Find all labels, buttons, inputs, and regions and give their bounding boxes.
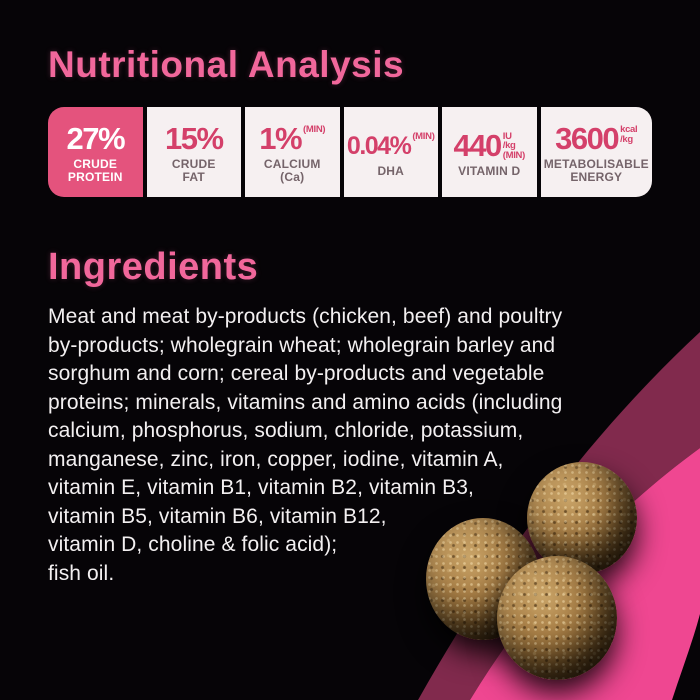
stat-label: METABOLISABLE ENERGY [543,157,649,184]
ingredients-line: fish oil. [48,561,115,585]
ingredients-line: Meat and meat by-products (chicken, beef… [48,305,563,328]
stat-value: 3600 [555,121,619,156]
ingredients-line: proteins; minerals, vitamins and amino a… [48,390,563,414]
ingredients-line: vitamin E, vitamin B1, vitamin B2, vitam… [48,476,474,499]
stat-value: 1% [259,121,302,156]
ingredients-title: Ingredients [48,246,259,288]
stat-box-dha: 0.04% (MIN) DHA [343,107,438,197]
stat-box-metabolisable-energy: 3600 kcal /kg METABOLISABLE ENERGY [540,107,653,197]
stat-unit: kcal /kg [620,124,638,145]
stat-label: CALCIUM (Ca) [263,157,321,184]
stat-label: CRUDE PROTEIN [67,157,123,184]
ingredients-line: manganese, zinc, iron, copper, iodine, v… [48,447,504,471]
ingredients-line: vitamin B5, vitamin B6, vitamin B12, [48,504,387,528]
stat-box-crude-protein: 27% CRUDE PROTEIN [48,107,143,197]
stat-box-crude-fat: 15% CRUDE FAT [146,107,241,197]
stat-label: CRUDE FAT [171,157,216,184]
stat-value: 15% [164,121,224,156]
ingredients-line: by-products; wholegrain wheat; wholegrai… [48,333,556,357]
stat-value: 0.04% [346,131,412,160]
stat-unit: (MIN) [412,130,435,142]
ingredients-line: vitamin D, choline & folic acid); [48,533,338,556]
kibble-ball-bottom [497,556,617,680]
stat-label: DHA [377,163,405,178]
ingredients-line: calcium, phosphorus, sodium, chloride, p… [48,419,524,442]
stat-unit: (MIN) [303,124,326,135]
nutritional-analysis-title: Nutritional Analysis [48,44,405,85]
stat-box-calcium: 1% (MIN) CALCIUM (Ca) [245,107,340,197]
stat-box-vitamin-d: 440 IU /kg (MIN) VITAMIN D [442,107,537,197]
stat-label: VITAMIN D [458,163,521,178]
stat-value: 440 [453,127,503,163]
nutritional-stat-row: 27% CRUDE PROTEIN 15% CRUDE FAT 1% (MIN) [48,107,653,197]
ingredients-line: sorghum and corn; cereal by-products and… [48,362,545,385]
stat-unit: IU /kg (MIN) [502,130,526,161]
ingredients-paragraph: Meat and meat by-products (chicken, beef… [48,303,562,588]
kibble-ball-top [527,462,637,574]
stat-value: 27% [66,121,125,156]
